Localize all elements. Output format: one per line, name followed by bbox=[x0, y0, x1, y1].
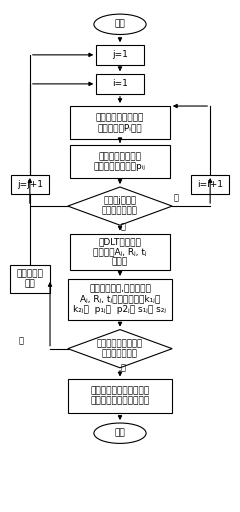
FancyBboxPatch shape bbox=[68, 379, 172, 413]
Text: 非线性优化所有内参数及
各摄像机方位下的外参数: 非线性优化所有内参数及 各摄像机方位下的外参数 bbox=[90, 387, 150, 406]
Text: 三坐标测量机移动靶
点至预定的Pᵢ位置: 三坐标测量机移动靶 点至预定的Pᵢ位置 bbox=[96, 113, 144, 132]
FancyBboxPatch shape bbox=[70, 145, 170, 178]
Text: 是: 是 bbox=[121, 364, 126, 373]
FancyBboxPatch shape bbox=[70, 233, 170, 270]
Text: j=1: j=1 bbox=[112, 50, 128, 59]
Text: 改变摄像机
方位: 改变摄像机 方位 bbox=[16, 269, 43, 289]
Text: 否: 否 bbox=[19, 336, 24, 346]
Text: 虚拟立体靶标分布于
整个标定空间？: 虚拟立体靶标分布于 整个标定空间？ bbox=[97, 339, 143, 358]
Text: 结束: 结束 bbox=[115, 429, 125, 438]
Text: j=j+1: j=j+1 bbox=[17, 180, 43, 189]
Text: i=i+1: i=i+1 bbox=[197, 180, 223, 189]
FancyBboxPatch shape bbox=[68, 279, 172, 319]
Polygon shape bbox=[68, 330, 172, 368]
Ellipse shape bbox=[94, 423, 146, 443]
Text: 用DLT算法计算
内外参数Aⱼ, Rⱼ, tⱼ
的初值: 用DLT算法计算 内外参数Aⱼ, Rⱼ, tⱼ 的初值 bbox=[93, 237, 147, 267]
FancyBboxPatch shape bbox=[96, 45, 144, 65]
FancyBboxPatch shape bbox=[11, 175, 49, 195]
Text: 加入畸变模型,非线性优化
Aⱼ, Rⱼ, tⱼ以及畸变参数k₁ⱼ、
k₂ⱼ、  p₁ⱼ、  p2ⱼ、 s₁ⱼ、 s₂ⱼ: 加入畸变模型,非线性优化 Aⱼ, Rⱼ, tⱼ以及畸变参数k₁ⱼ、 k₂ⱼ、 p… bbox=[73, 284, 167, 314]
FancyBboxPatch shape bbox=[10, 265, 50, 293]
FancyBboxPatch shape bbox=[70, 106, 170, 139]
FancyBboxPatch shape bbox=[191, 175, 229, 195]
Text: i=1: i=1 bbox=[112, 79, 128, 89]
Text: 摄像机采集靶点图
像，得到图像坐标pᵢⱼ: 摄像机采集靶点图 像，得到图像坐标pᵢⱼ bbox=[94, 152, 146, 172]
Text: 完成第j次虚拟
立体靶标拍摄？: 完成第j次虚拟 立体靶标拍摄？ bbox=[102, 197, 138, 216]
Polygon shape bbox=[68, 187, 172, 225]
Text: 开始: 开始 bbox=[115, 20, 125, 29]
FancyBboxPatch shape bbox=[96, 74, 144, 94]
Ellipse shape bbox=[94, 14, 146, 34]
Text: 否: 否 bbox=[173, 193, 178, 202]
Text: 是: 是 bbox=[121, 222, 126, 231]
